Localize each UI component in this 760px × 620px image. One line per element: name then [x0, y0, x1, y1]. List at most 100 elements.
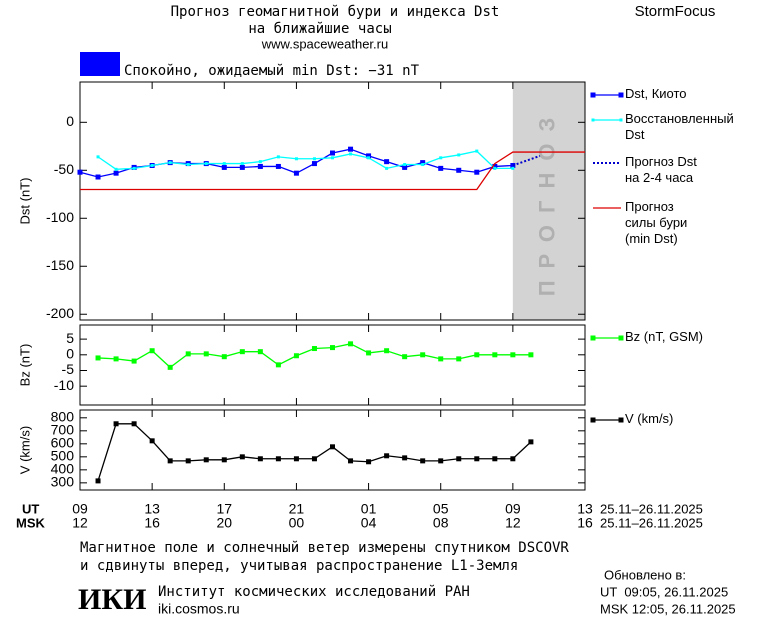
y-tick-label: 600: [51, 435, 75, 451]
data-point: [420, 458, 426, 464]
series-line: [80, 151, 585, 191]
y-tick-label: -10: [54, 377, 74, 393]
updated-msk: MSK 12:05, 26.11.2025: [600, 601, 736, 616]
data-point: [366, 153, 372, 159]
data-point: [456, 356, 462, 362]
plot-frame: [79, 409, 586, 491]
legend-marker: [618, 92, 624, 98]
data-point: [438, 165, 444, 171]
y-tick-label: -200: [46, 305, 74, 321]
data-point: [149, 438, 155, 444]
x-tick-label: 21: [289, 501, 305, 517]
date-range: 25.11–26.11.2025: [600, 515, 703, 530]
data-point: [186, 163, 190, 167]
plot-frame: [79, 81, 586, 321]
legend-marker: [590, 335, 596, 341]
x-tick-label-msk: 12: [505, 515, 521, 531]
legend-marker: [590, 417, 596, 423]
x-tick-label: 13: [144, 501, 160, 517]
data-point: [185, 351, 191, 357]
data-point: [311, 456, 317, 462]
data-point: [239, 164, 245, 170]
data-point: [311, 161, 317, 167]
x-tick-label: 13: [577, 501, 593, 517]
x-tick-label: 01: [361, 501, 377, 517]
y-tick-label: 0: [66, 346, 74, 362]
data-point: [456, 456, 462, 462]
status-indicator: [80, 52, 120, 76]
data-point: [510, 456, 516, 462]
data-point: [349, 152, 353, 156]
data-point: [185, 458, 191, 464]
y-tick-label: -100: [46, 209, 74, 225]
x-tick-label-msk: 00: [289, 515, 305, 531]
data-point: [113, 170, 119, 176]
data-point: [457, 153, 461, 157]
data-point: [257, 163, 263, 169]
data-point: [420, 352, 426, 358]
data-point: [113, 356, 119, 362]
data-point: [77, 169, 83, 175]
data-point: [132, 166, 136, 170]
x-tick-label: 17: [216, 501, 232, 517]
data-point: [275, 456, 281, 462]
updated-label: Обновлено в:: [604, 567, 686, 582]
data-point: [221, 457, 227, 463]
forecast-region: [512, 82, 585, 320]
y-tick-label: 300: [51, 474, 75, 490]
y-tick-label: 0: [66, 113, 74, 129]
data-point: [275, 163, 281, 169]
data-point: [402, 354, 408, 360]
data-point: [348, 341, 354, 347]
data-point: [294, 157, 298, 161]
y-axis-label: V (km/s): [17, 426, 32, 474]
data-point: [366, 459, 372, 465]
y-tick-label: 800: [51, 409, 75, 425]
data-point: [330, 150, 335, 156]
data-point: [384, 453, 390, 459]
data-point: [474, 456, 480, 462]
data-point: [330, 345, 335, 351]
x-tick-label-msk: 16: [577, 515, 593, 531]
data-point: [293, 170, 299, 176]
y-tick-label: 500: [51, 448, 75, 464]
data-point: [257, 349, 263, 355]
data-point: [131, 358, 137, 364]
data-point: [528, 439, 534, 445]
data-point: [221, 164, 227, 170]
x-tick-label-msk: 16: [144, 515, 160, 531]
legend-marker: [591, 118, 595, 122]
legend-marker: [590, 92, 596, 98]
data-point: [293, 353, 299, 359]
x-tick-label-msk: 20: [216, 515, 232, 531]
y-tick-label: 400: [51, 461, 75, 477]
y-tick-label: 700: [51, 422, 75, 438]
brand: StormFocus: [635, 3, 716, 20]
data-point: [492, 456, 498, 462]
legend-marker: [618, 335, 624, 341]
plot-frame: [79, 324, 586, 406]
series-line: [512, 154, 541, 167]
data-point: [221, 354, 227, 360]
date-range: 25.11–26.11.2025: [600, 501, 703, 516]
x-tick-label: 09: [505, 501, 521, 517]
data-point: [167, 458, 173, 464]
data-point: [203, 351, 209, 357]
series-line: [97, 423, 532, 482]
data-point: [240, 162, 244, 166]
data-point: [330, 444, 335, 450]
legend-entry: Прогноз силы бури (min Dst): [625, 199, 687, 246]
data-point: [511, 166, 515, 170]
data-point: [239, 349, 245, 355]
data-point: [113, 421, 119, 427]
legend-entry: Восстановленный Dst: [625, 111, 734, 142]
data-point: [456, 167, 462, 173]
data-point: [222, 162, 226, 166]
data-point: [493, 166, 497, 170]
legend-marker: [618, 417, 624, 423]
subtitle: на ближайшие часы: [248, 21, 391, 37]
data-point: [168, 161, 172, 165]
x-tick-label-msk: 08: [433, 515, 449, 531]
data-point: [239, 454, 245, 460]
